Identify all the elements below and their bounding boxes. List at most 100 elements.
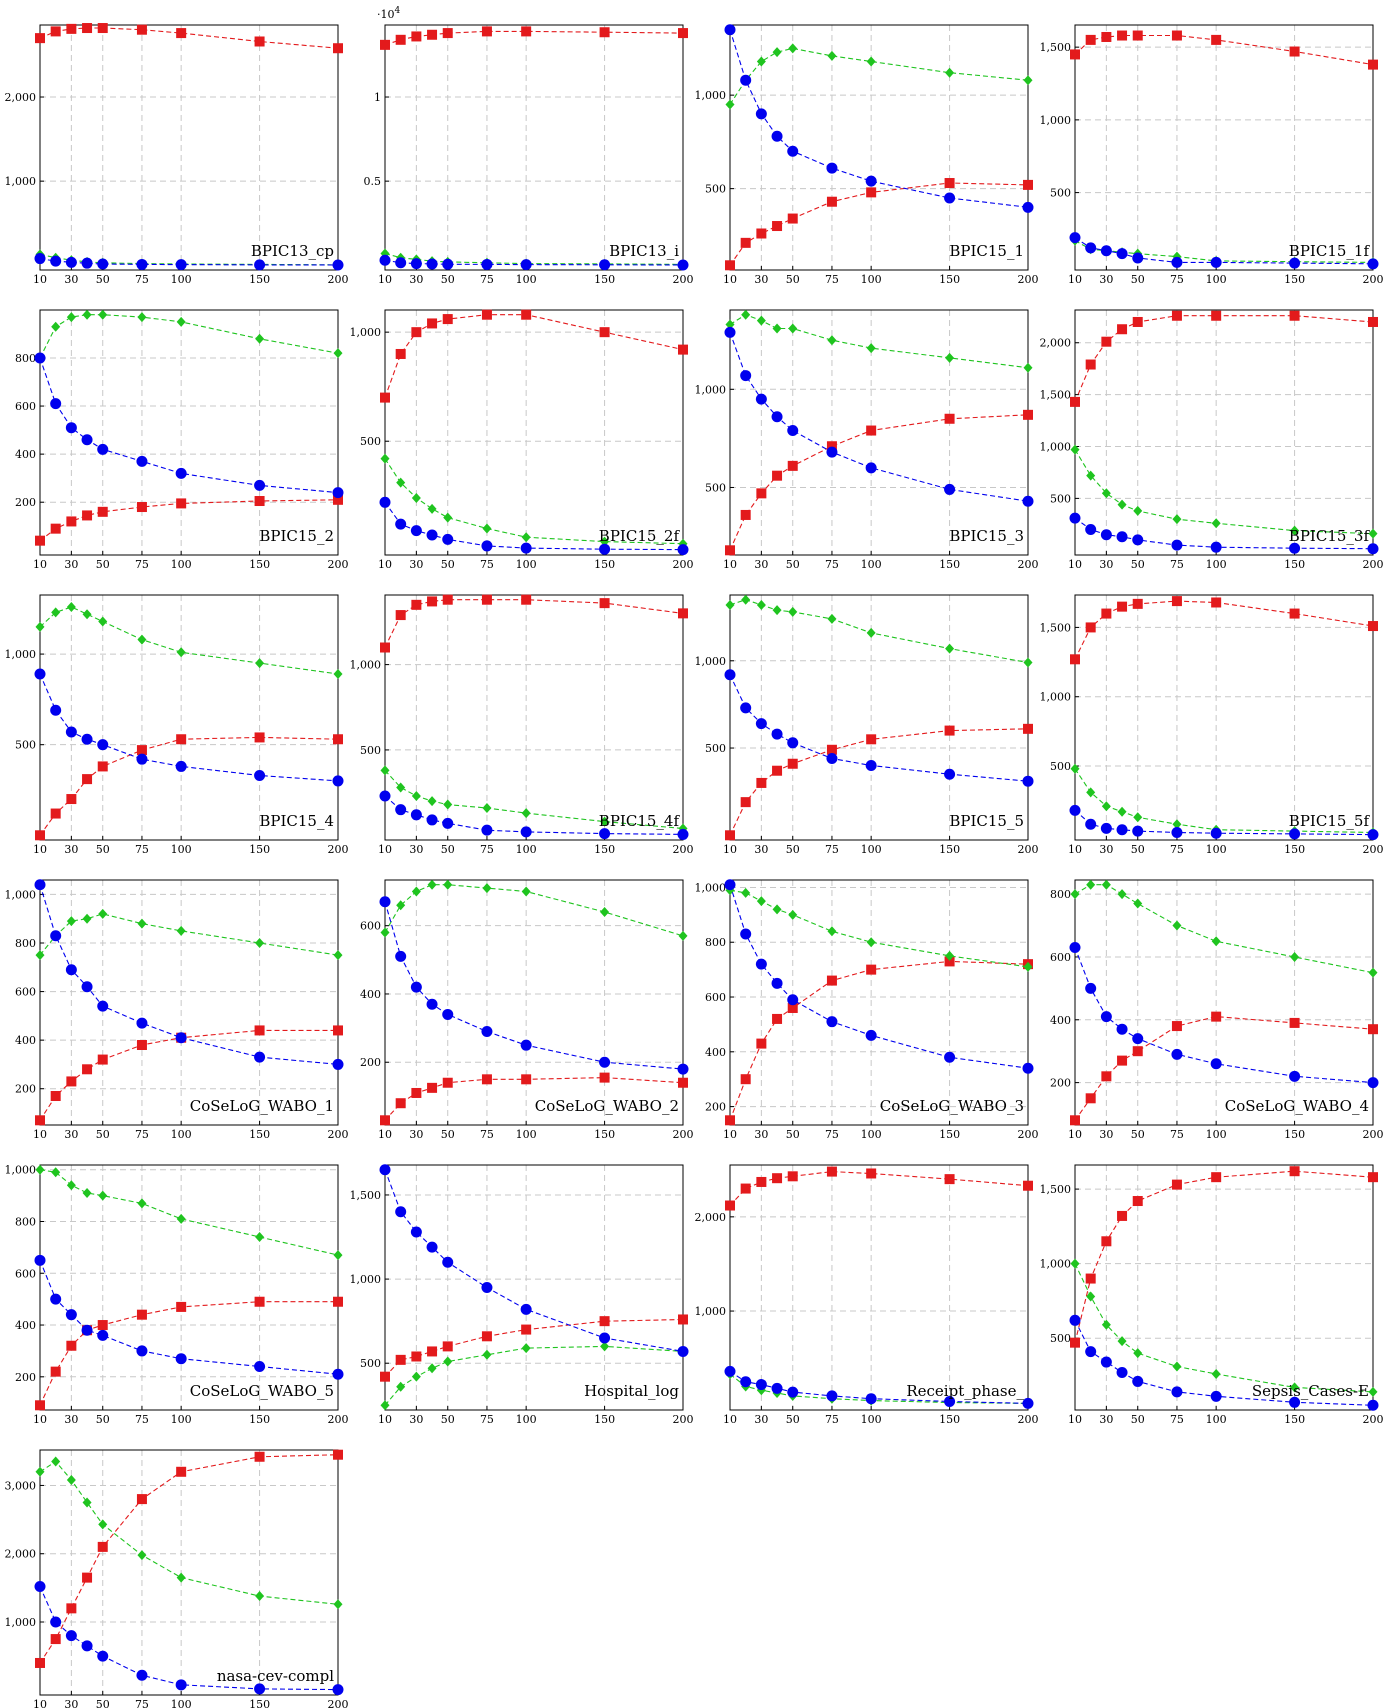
data-point-square	[1101, 1236, 1112, 1247]
data-point-square	[1289, 1017, 1300, 1028]
x-tick-label: 50	[441, 1128, 455, 1141]
data-point-diamond	[333, 1599, 343, 1610]
x-tick-label: 75	[135, 843, 149, 856]
y-tick-label: 500	[360, 1357, 381, 1370]
data-point-diamond	[411, 1371, 421, 1382]
data-point-circle	[395, 518, 407, 530]
y-tick-label: 500	[705, 183, 726, 196]
data-point-diamond	[82, 1497, 92, 1508]
y-tick-label: 1,000	[1040, 441, 1072, 454]
data-point-circle	[1289, 257, 1301, 269]
data-point-square	[35, 1115, 45, 1126]
data-point-diamond	[1211, 936, 1221, 947]
data-point-diamond	[1290, 951, 1300, 962]
data-point-circle	[865, 1393, 877, 1405]
data-point-diamond	[82, 1188, 92, 1199]
data-point-circle	[395, 1206, 407, 1218]
data-point-circle	[1085, 818, 1097, 830]
series-line	[39, 499, 339, 542]
data-point-circle	[254, 1360, 266, 1372]
data-point-square	[725, 830, 735, 841]
series-line	[1074, 1016, 1374, 1121]
data-point-circle	[379, 496, 391, 508]
plot-frame	[384, 879, 684, 1126]
data-point-circle	[1022, 495, 1034, 507]
x-tick-label: 100	[861, 1413, 882, 1426]
data-point-circle	[97, 1650, 109, 1662]
x-tick-label: 150	[939, 558, 960, 571]
x-tick-label: 150	[249, 273, 270, 286]
data-point-circle	[426, 998, 438, 1010]
data-point-diamond	[678, 930, 688, 941]
series-line	[729, 314, 1029, 369]
x-tick-label: 10	[723, 273, 737, 286]
data-point-diamond	[945, 950, 955, 961]
x-tick-label: 75	[825, 843, 839, 856]
x-tick-label: 50	[1131, 843, 1145, 856]
data-point-square	[427, 318, 438, 329]
data-point-square	[411, 31, 422, 42]
data-point-square	[599, 1072, 610, 1083]
data-point-square	[944, 725, 955, 736]
data-point-circle	[1022, 1062, 1034, 1074]
data-point-square	[740, 1074, 751, 1085]
data-point-square	[740, 1183, 751, 1194]
x-tick-label: 150	[939, 273, 960, 286]
x-tick-label: 150	[249, 843, 270, 856]
y-tick-label: 500	[15, 739, 36, 752]
data-point-square	[772, 470, 783, 481]
plot-frame	[384, 1164, 684, 1411]
x-tick-label: 150	[1284, 1128, 1305, 1141]
data-point-diamond	[176, 647, 186, 658]
panel-BPIC15_4: 10 30 50 75 100 150 200 500 1,000 BPIC15_4	[5, 594, 349, 856]
data-point-circle	[826, 1016, 838, 1028]
x-tick-label: 200	[1363, 843, 1384, 856]
data-point-diamond	[1290, 1382, 1300, 1393]
data-point-diamond	[411, 886, 421, 897]
data-point-diamond	[1172, 514, 1182, 525]
data-point-circle	[254, 1051, 266, 1063]
data-point-square	[521, 1324, 532, 1335]
data-point-diamond	[82, 609, 92, 620]
data-point-diamond	[482, 1349, 492, 1360]
x-tick-label: 50	[1131, 1413, 1145, 1426]
data-point-diamond	[35, 1164, 45, 1175]
x-tick-label: 75	[135, 1698, 149, 1708]
data-point-square	[1117, 601, 1128, 612]
x-tick-label: 30	[409, 558, 423, 571]
series-line	[729, 674, 1029, 782]
data-point-square	[442, 1077, 453, 1088]
data-point-square	[521, 309, 532, 320]
panel-title: CoSeLoG_WABO_1	[190, 1097, 334, 1115]
data-point-square	[725, 1200, 735, 1211]
panel-BPIC15_1f: 10 30 50 75 100 150 200 500 1,000 1,500 BPIC15_1f	[1040, 24, 1384, 286]
data-point-diamond	[443, 799, 453, 810]
data-point-square	[395, 34, 406, 45]
data-point-circle	[34, 1580, 46, 1592]
y-tick-label: 1,000	[695, 881, 727, 894]
x-tick-label: 10	[33, 558, 47, 571]
data-point-diamond	[772, 47, 782, 58]
data-point-circle	[175, 1032, 187, 1044]
data-point-square	[826, 441, 837, 452]
data-point-square	[772, 1173, 783, 1184]
data-point-square	[772, 765, 783, 776]
data-point-square	[82, 23, 93, 34]
data-point-square	[82, 1064, 93, 1075]
data-point-square	[1211, 34, 1222, 45]
y-tick-label: 1,000	[350, 1273, 382, 1286]
y-tick-label: 500	[1050, 760, 1071, 773]
x-tick-label: 10	[378, 1413, 392, 1426]
data-point-square	[1085, 359, 1096, 370]
y-tick-label: 800	[705, 936, 726, 949]
data-point-square	[176, 498, 187, 509]
y-tick-label: 2,000	[695, 1211, 727, 1224]
data-point-square	[136, 1309, 147, 1320]
data-point-square	[826, 196, 837, 207]
data-point-diamond	[1023, 657, 1033, 668]
data-point-diamond	[1172, 819, 1182, 830]
data-point-circle	[332, 1684, 344, 1696]
x-tick-label: 100	[516, 843, 537, 856]
data-point-square	[427, 596, 438, 607]
data-point-circle	[1100, 245, 1112, 257]
